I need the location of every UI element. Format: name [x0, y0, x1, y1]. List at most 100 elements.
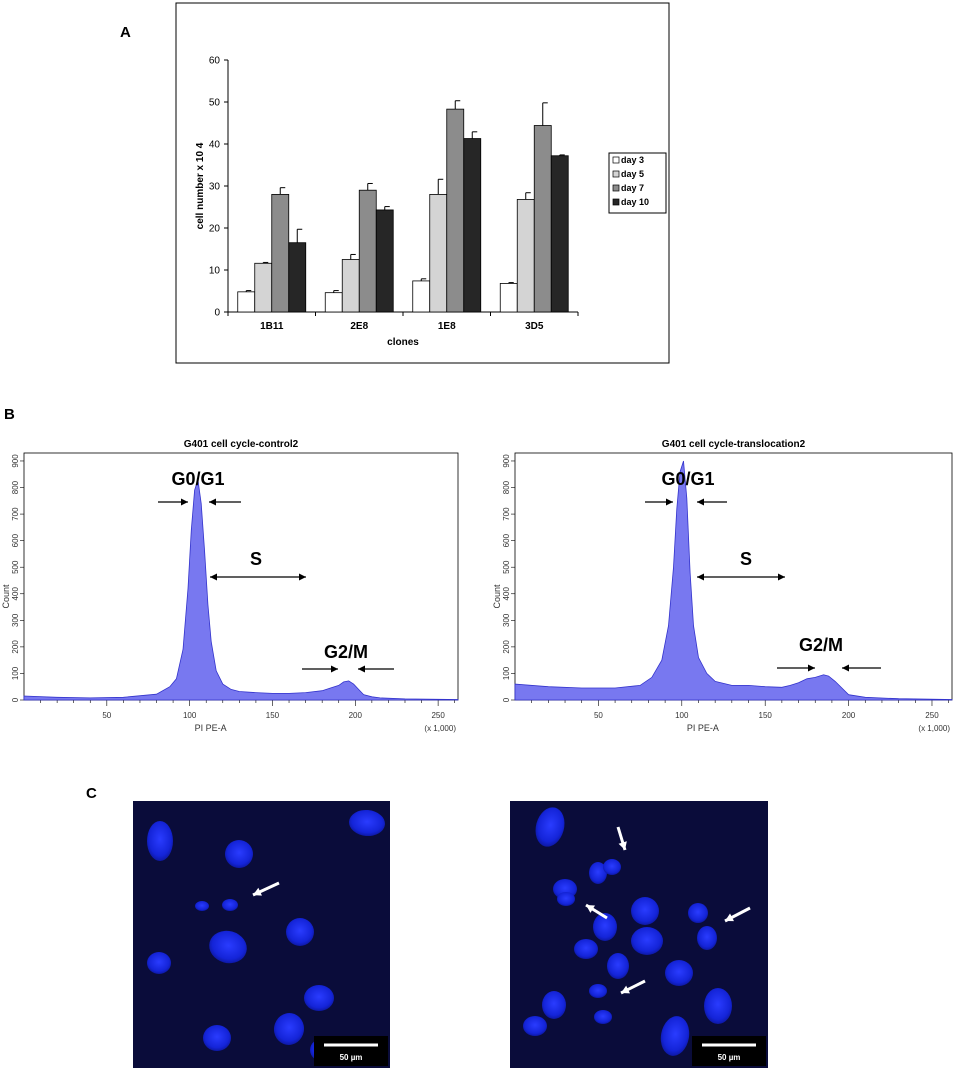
- arrow-head: [253, 887, 262, 896]
- gate-arrow-head: [358, 665, 365, 673]
- g2-m-label: G2/M: [324, 642, 368, 662]
- legend-entry: day 7: [621, 183, 644, 193]
- nucleus: [222, 899, 238, 911]
- gate-arrow-head: [808, 664, 815, 672]
- nucleus: [147, 821, 173, 861]
- y-tick-label: 0: [502, 697, 511, 702]
- x-unit-label: (x 1,000): [918, 724, 950, 733]
- y-tick-label: 20: [209, 224, 221, 235]
- category-label: 1B11: [260, 321, 284, 332]
- g0-g1-label: G0/G1: [171, 469, 224, 489]
- s-phase-label: S: [250, 549, 262, 569]
- bar: [533, 125, 552, 313]
- gate-arrow-head: [666, 498, 673, 506]
- panel-label-a: A: [120, 24, 131, 41]
- histogram-area: [514, 460, 953, 701]
- panel-label-b: B: [4, 406, 15, 423]
- arrow-head: [621, 985, 630, 994]
- scale-bar-box: [692, 1036, 766, 1066]
- y-tick-label: 800: [502, 480, 511, 494]
- y-tick-label: 100: [11, 666, 20, 680]
- bar: [254, 262, 273, 313]
- nucleus: [535, 807, 565, 847]
- bar: [412, 280, 431, 313]
- x-tick-label: 200: [842, 711, 856, 720]
- y-tick-label: 50: [209, 98, 221, 109]
- histogram-title: G401 cell cycle-translocation2: [662, 439, 806, 450]
- x-axis-title: PI PE-A: [195, 723, 227, 733]
- y-tick-label: 300: [502, 613, 511, 627]
- panel-label-c: C: [86, 785, 97, 802]
- s-arrow-head-right: [299, 573, 306, 581]
- nucleus: [665, 960, 693, 986]
- gate-arrow-head: [842, 664, 849, 672]
- y-tick-label: 200: [11, 640, 20, 654]
- bar: [288, 242, 307, 313]
- x-axis-title: clones: [387, 337, 419, 348]
- bar: [324, 292, 343, 313]
- y-tick-label: 0: [11, 697, 20, 702]
- y-tick-label: 60: [209, 56, 221, 67]
- nucleus: [203, 1025, 231, 1051]
- y-tick-label: 800: [11, 480, 20, 494]
- y-tick-label: 400: [11, 587, 20, 601]
- x-tick-label: 150: [759, 711, 773, 720]
- s-arrow-head-right: [778, 573, 785, 581]
- nucleus: [688, 903, 708, 923]
- micrograph-background: [133, 801, 390, 1068]
- nucleus: [195, 901, 209, 911]
- category-label: 2E8: [350, 321, 368, 332]
- y-tick-label: 500: [502, 560, 511, 574]
- legend-swatch: [612, 198, 620, 206]
- x-tick-label: 50: [102, 711, 111, 720]
- nucleus: [209, 930, 247, 964]
- nucleus: [603, 859, 621, 875]
- scale-bar-label: 50 µm: [718, 1053, 741, 1062]
- x-tick-label: 250: [431, 711, 445, 720]
- y-tick-label: 300: [11, 613, 20, 627]
- nucleus: [697, 926, 717, 950]
- y-tick-label: 900: [502, 454, 511, 468]
- x-axis-title: PI PE-A: [687, 723, 719, 733]
- x-tick-label: 150: [266, 711, 280, 720]
- scale-bar-box: [314, 1036, 388, 1066]
- nucleus: [523, 1016, 547, 1036]
- x-tick-label: 100: [675, 711, 689, 720]
- y-tick-label: 40: [209, 140, 221, 151]
- nucleus: [557, 892, 575, 906]
- category-label: 1E8: [438, 321, 456, 332]
- histogram-control: G401 cell cycle-control2 50 100 150 200 250 0 1…: [1, 439, 459, 733]
- nucleus: [349, 809, 385, 837]
- legend-entry: day 5: [621, 169, 644, 179]
- bar: [463, 138, 482, 313]
- legend-swatch: [612, 156, 620, 164]
- scale-bar-label: 50 µm: [340, 1053, 363, 1062]
- nucleus: [704, 988, 732, 1024]
- y-tick-label: 100: [502, 666, 511, 680]
- y-axis-title: Count: [492, 584, 502, 609]
- y-tick-label: 30: [209, 182, 221, 193]
- gate-arrow-head: [209, 498, 216, 506]
- bar: [446, 108, 465, 313]
- y-tick-label: 700: [502, 507, 511, 521]
- g0-g1-label: G0/G1: [661, 469, 714, 489]
- histogram-area: [23, 479, 459, 701]
- x-tick-label: 250: [925, 711, 939, 720]
- gate-arrow-head: [181, 498, 188, 506]
- histogram-title: G401 cell cycle-control2: [184, 439, 299, 450]
- nucleus: [593, 913, 617, 941]
- bar: [271, 193, 290, 313]
- x-unit-label: (x 1,000): [424, 724, 456, 733]
- nucleus: [286, 918, 314, 946]
- nucleus: [589, 984, 607, 998]
- bar: [375, 209, 394, 313]
- nucleus: [660, 1016, 690, 1056]
- bar: [341, 259, 360, 313]
- histogram-translocation: G401 cell cycle-translocation2 50 100 150 20…: [492, 439, 953, 733]
- nucleus: [304, 985, 334, 1011]
- legend-swatch: [612, 170, 620, 178]
- y-tick-label: 400: [502, 587, 511, 601]
- nucleus: [147, 952, 171, 974]
- bar: [550, 155, 569, 313]
